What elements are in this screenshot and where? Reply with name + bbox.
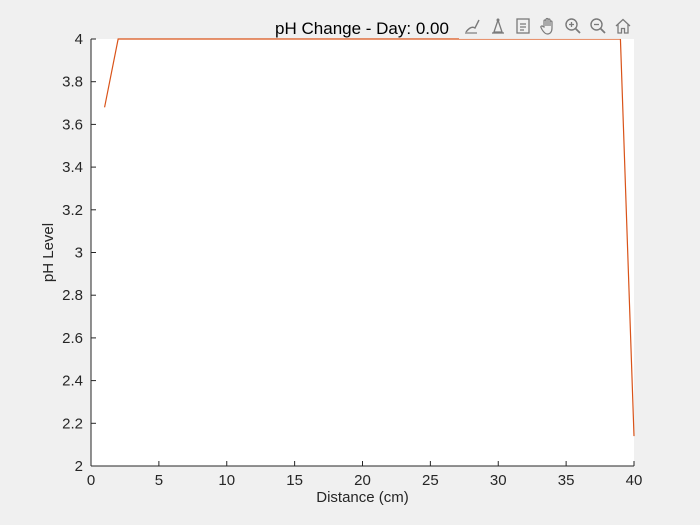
pan-icon[interactable] [536, 14, 560, 38]
axes: 0 5 10 15 20 25 30 35 40 2 2.2 2.4 2.6 2.8 3 3.2 3.4 3.6 3… [62, 31, 642, 489]
x-tick-label: 35 [558, 472, 575, 489]
y-tick-label: 3.2 [62, 202, 83, 219]
y-tick-label: 3.8 [62, 74, 83, 91]
x-tick-label: 10 [218, 472, 235, 489]
x-tick-label: 25 [422, 472, 439, 489]
y-axis-label: pH Level [40, 223, 57, 282]
datatip-icon[interactable] [486, 14, 510, 38]
home-icon[interactable] [611, 14, 635, 38]
y-tick-label: 2.2 [62, 415, 83, 432]
x-tick-label: 5 [155, 472, 163, 489]
series-line-0 [103, 38, 635, 437]
chart-title: pH Change - Day: 0.00 [275, 19, 449, 38]
y-tick-label: 3 [75, 245, 83, 262]
x-tick-label: 30 [490, 472, 507, 489]
x-tick-label: 0 [87, 472, 95, 489]
zoom-out-icon[interactable] [586, 14, 610, 38]
x-tick-label: 20 [354, 472, 371, 489]
y-tick-label: 2.6 [62, 330, 83, 347]
zoom-in-icon[interactable] [561, 14, 585, 38]
legend-icon[interactable] [511, 14, 535, 38]
x-axis-label: Distance (cm) [316, 489, 409, 506]
x-tick-label: 40 [626, 472, 643, 489]
y-tick-label: 3.6 [62, 116, 83, 133]
y-tick-label: 2.4 [62, 373, 83, 390]
axes-toolbar [459, 13, 637, 39]
y-tick-label: 2 [75, 458, 83, 475]
brush-icon[interactable] [461, 14, 485, 38]
x-tick-label: 15 [286, 472, 303, 489]
series-group [103, 38, 635, 437]
plot-area [91, 39, 634, 466]
y-tick-label: 4 [75, 31, 83, 48]
y-tick-label: 3.4 [62, 159, 83, 176]
y-tick-label: 2.8 [62, 287, 83, 304]
